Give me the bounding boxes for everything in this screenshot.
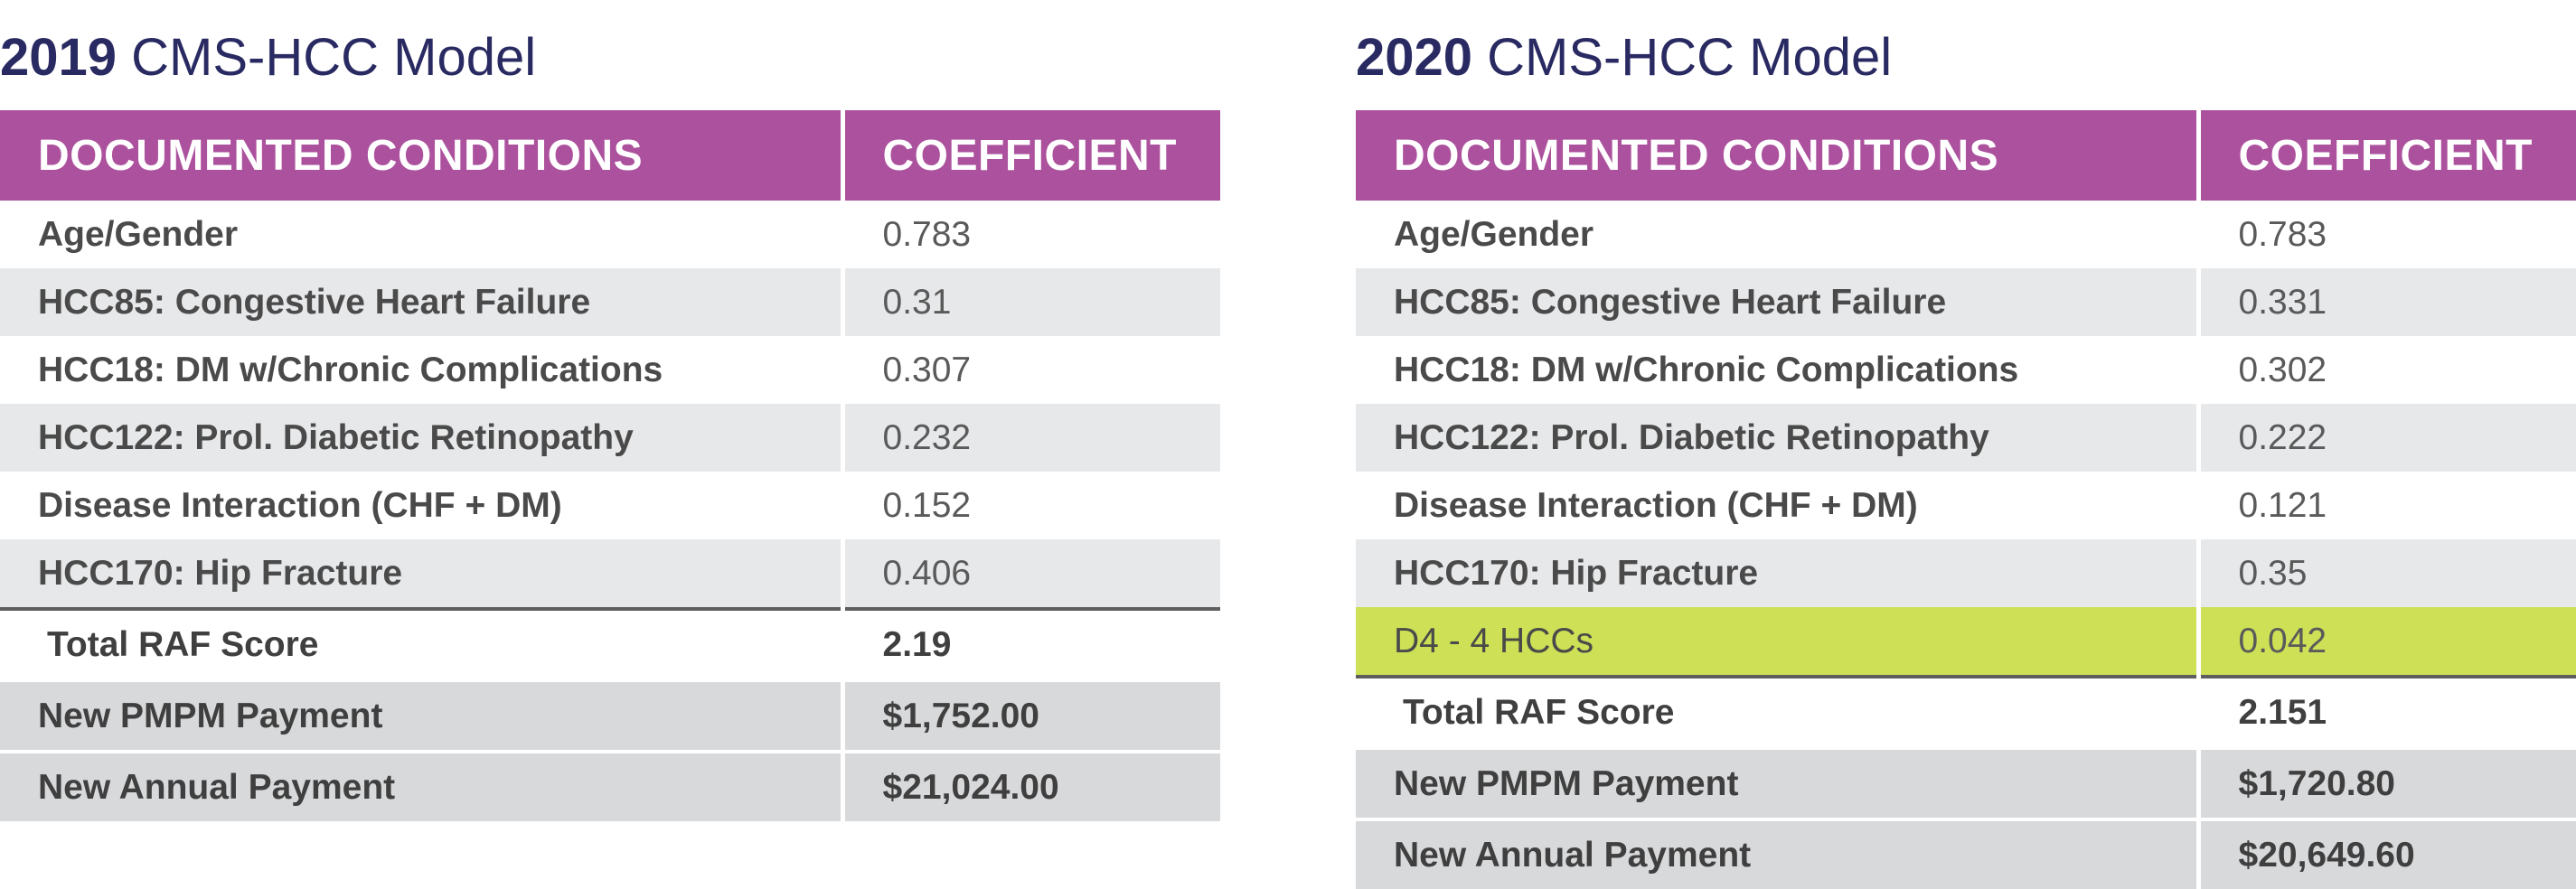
total-raf-row: Total RAF Score 2.151 xyxy=(1356,677,2576,748)
summary-label: Total RAF Score xyxy=(1356,677,2198,748)
table-row: HCC170: Hip Fracture 0.406 xyxy=(0,539,1220,611)
coefficient-cell: 0.307 xyxy=(840,336,1220,404)
coefficient-cell: 0.783 xyxy=(2195,201,2576,268)
panel-year: 2020 xyxy=(1356,28,1473,87)
coefficient-cell: 0.35 xyxy=(2195,539,2576,607)
highlighted-row: D4 - 4 HCCs 0.042 xyxy=(1356,607,2576,678)
coefficient-cell: 0.331 xyxy=(2195,268,2576,336)
condition-cell: Age/Gender xyxy=(0,201,842,268)
table-row: HCC122: Prol. Diabetic Retinopathy 0.222 xyxy=(1356,404,2576,472)
summary-value: $1,720.80 xyxy=(2195,746,2576,819)
conditions-header: DOCUMENTED CONDITIONS xyxy=(0,110,842,201)
table-row: Disease Interaction (CHF + DM) 0.121 xyxy=(1356,472,2576,539)
table-row: HCC18: DM w/Chronic Complications 0.307 xyxy=(0,336,1220,404)
coefficient-header: COEFFICIENT xyxy=(840,110,1220,201)
model-2019-panel: 2019 CMS-HCC Model DOCUMENTED CONDITIONS… xyxy=(0,0,1220,821)
annual-payment-row: New Annual Payment $21,024.00 xyxy=(0,750,1220,821)
table-row: HCC170: Hip Fracture 0.35 xyxy=(1356,539,2576,607)
pmpm-payment-row: New PMPM Payment $1,752.00 xyxy=(0,678,1220,752)
condition-cell: HCC122: Prol. Diabetic Retinopathy xyxy=(0,404,842,472)
total-raf-row: Total RAF Score 2.19 xyxy=(0,609,1220,680)
condition-cell: HCC122: Prol. Diabetic Retinopathy xyxy=(1356,404,2198,472)
summary-value: $21,024.00 xyxy=(840,750,1220,821)
coefficient-cell: 0.31 xyxy=(840,268,1220,336)
condition-cell: D4 - 4 HCCs xyxy=(1356,607,2198,678)
panel-model: CMS-HCC Model xyxy=(1487,28,1893,87)
panel-model: CMS-HCC Model xyxy=(131,28,537,87)
summary-label: New PMPM Payment xyxy=(1356,746,2198,819)
condition-cell: HCC85: Congestive Heart Failure xyxy=(1356,268,2198,336)
coefficient-table: DOCUMENTED CONDITIONS COEFFICIENT Age/Ge… xyxy=(0,110,1220,821)
condition-cell: HCC18: DM w/Chronic Complications xyxy=(0,336,842,404)
table-header-row: DOCUMENTED CONDITIONS COEFFICIENT xyxy=(1356,110,2576,201)
condition-cell: HCC85: Congestive Heart Failure xyxy=(0,268,842,336)
coefficient-cell: 0.121 xyxy=(2195,472,2576,539)
condition-cell: HCC18: DM w/Chronic Complications xyxy=(1356,336,2198,404)
table-row: Age/Gender 0.783 xyxy=(0,201,1220,268)
coefficient-cell: 0.152 xyxy=(840,472,1220,539)
table-row: HCC18: DM w/Chronic Complications 0.302 xyxy=(1356,336,2576,404)
coefficient-cell: 0.232 xyxy=(840,404,1220,472)
model-2020-panel: 2020 CMS-HCC Model DOCUMENTED CONDITIONS… xyxy=(1356,0,2576,889)
summary-value: 2.19 xyxy=(840,609,1220,680)
coefficient-cell: 0.302 xyxy=(2195,336,2576,404)
condition-cell: Disease Interaction (CHF + DM) xyxy=(1356,472,2198,539)
summary-value: $20,649.60 xyxy=(2195,818,2576,889)
summary-label: New Annual Payment xyxy=(1356,818,2198,889)
panel-title: 2020 CMS-HCC Model xyxy=(1356,0,2576,110)
summary-value: 2.151 xyxy=(2195,677,2576,748)
table-row: HCC85: Congestive Heart Failure 0.31 xyxy=(0,268,1220,336)
summary-label: New PMPM Payment xyxy=(0,678,842,752)
summary-value: $1,752.00 xyxy=(840,678,1220,752)
table-header-row: DOCUMENTED CONDITIONS COEFFICIENT xyxy=(0,110,1220,201)
condition-cell: HCC170: Hip Fracture xyxy=(1356,539,2198,607)
condition-cell: Disease Interaction (CHF + DM) xyxy=(0,472,842,539)
panel-year: 2019 xyxy=(0,28,118,87)
condition-cell: Age/Gender xyxy=(1356,201,2198,268)
panel-title: 2019 CMS-HCC Model xyxy=(0,0,1220,110)
condition-cell: HCC170: Hip Fracture xyxy=(0,539,842,611)
annual-payment-row: New Annual Payment $20,649.60 xyxy=(1356,818,2576,889)
summary-label: Total RAF Score xyxy=(0,609,842,680)
coefficient-cell: 0.406 xyxy=(840,539,1220,611)
table-row: Disease Interaction (CHF + DM) 0.152 xyxy=(0,472,1220,539)
coefficient-table: DOCUMENTED CONDITIONS COEFFICIENT Age/Ge… xyxy=(1356,110,2576,889)
coefficient-cell: 0.783 xyxy=(840,201,1220,268)
table-row: HCC85: Congestive Heart Failure 0.331 xyxy=(1356,268,2576,336)
table-row: Age/Gender 0.783 xyxy=(1356,201,2576,268)
table-row: HCC122: Prol. Diabetic Retinopathy 0.232 xyxy=(0,404,1220,472)
coefficient-cell: 0.222 xyxy=(2195,404,2576,472)
coefficient-header: COEFFICIENT xyxy=(2195,110,2576,201)
conditions-header: DOCUMENTED CONDITIONS xyxy=(1356,110,2198,201)
summary-label: New Annual Payment xyxy=(0,750,842,821)
pmpm-payment-row: New PMPM Payment $1,720.80 xyxy=(1356,746,2576,819)
coefficient-cell: 0.042 xyxy=(2195,607,2576,678)
